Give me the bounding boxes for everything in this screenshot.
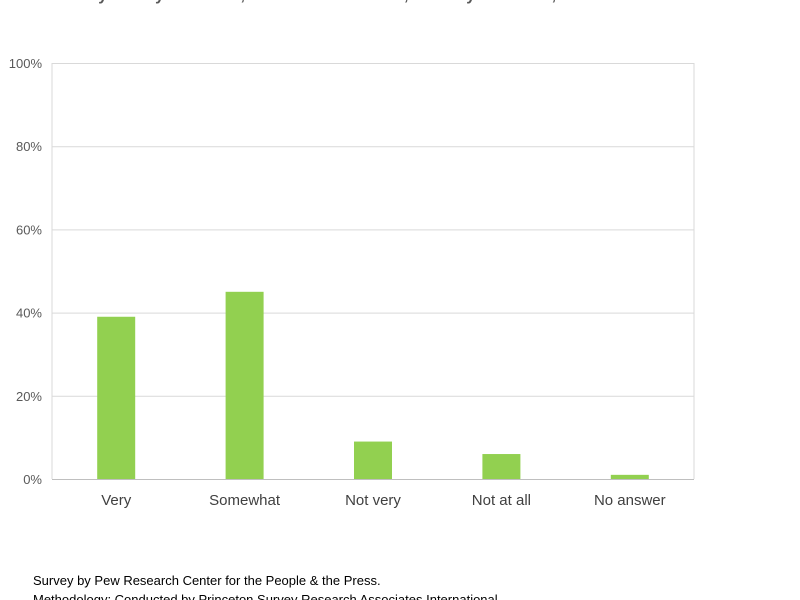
- x-axis-category-labels: Very Somewhat Not very Not at all No answer: [101, 492, 665, 509]
- x-category-label: Not at all: [472, 492, 531, 509]
- y-tick-label: 80%: [16, 139, 42, 154]
- bar-somewhat: [225, 291, 264, 479]
- y-tick-label: 40%: [16, 306, 42, 321]
- footnote-source: Survey by Pew Research Center for the Pe…: [33, 573, 381, 588]
- chart-title: Are you very confident, somewhat confide…: [0, 0, 800, 10]
- x-category-label: Not very: [345, 492, 401, 509]
- bar-not-very: [354, 441, 392, 479]
- y-tick-label: 0%: [23, 472, 42, 487]
- footnote-methodology: Methodology: Conducted by Princeton Surv…: [33, 592, 498, 600]
- bar-no-answer: [610, 474, 649, 479]
- bar-chart: 0% 20% 40% 60% 80% 100% Very Somewhat Not very N…: [9, 56, 695, 509]
- y-tick-label: 20%: [16, 389, 42, 404]
- y-tick-label: 100%: [9, 56, 43, 71]
- bars: [97, 291, 649, 479]
- bar-not-at-all: [482, 454, 521, 479]
- x-category-label: Very: [101, 492, 132, 509]
- x-category-label: No answer: [594, 492, 666, 509]
- y-axis-tick-labels: 0% 20% 40% 60% 80% 100%: [9, 56, 43, 487]
- y-tick-label: 60%: [16, 222, 42, 237]
- bar-very: [97, 316, 136, 479]
- x-category-label: Somewhat: [209, 492, 281, 509]
- gridlines: [51, 63, 695, 480]
